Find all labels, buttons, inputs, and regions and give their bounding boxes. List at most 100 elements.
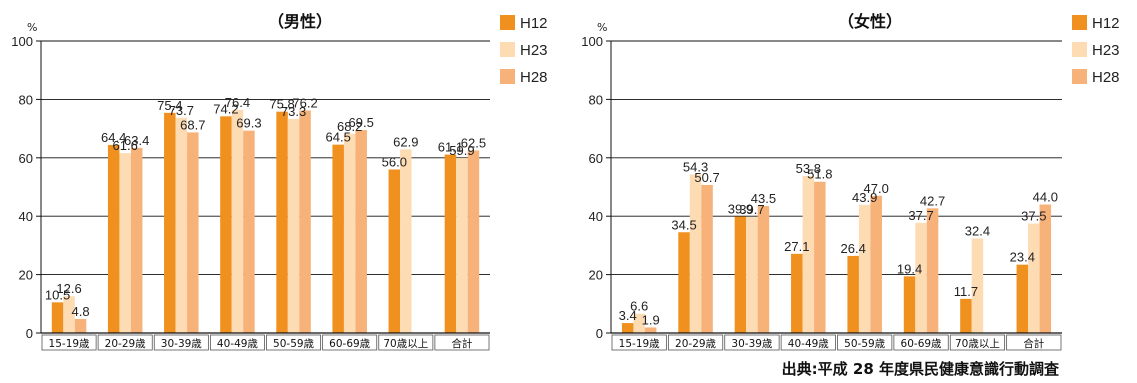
y-axis-unit-label: % [597,21,607,34]
bar-H28 [1039,204,1052,333]
data-label: 50.7 [694,170,719,185]
bar-H23 [1028,223,1040,333]
data-label: 54.3 [683,159,708,174]
bar-H12 [960,298,972,333]
category-box [434,334,490,351]
bar-H12 [444,154,457,333]
legend-label: H28 [520,69,548,86]
data-label: 61.6 [113,138,138,153]
data-label: 69.5 [349,115,374,130]
y-tick-label: 40 [589,209,603,224]
legend-label: H12 [520,15,548,32]
bar-H28 [299,110,311,333]
data-label: 62.5 [461,136,486,151]
x-tick-label: 50-59歳 [844,338,886,350]
bar-H12 [107,144,120,333]
x-tick-label: 40-49歳 [788,338,830,350]
y-tick-label: 80 [589,92,603,107]
x-tick-label: 30-39歳 [731,338,773,350]
y-tick-label: 20 [19,268,33,283]
source-note: 出典:平成 28 年度県民健康意識行動調査 [781,360,1059,378]
x-tick-label: 50-59歳 [273,338,315,350]
data-label: 75.4 [157,98,182,113]
bar-H23 [915,222,927,333]
bar-H28 [644,327,657,333]
data-label: 64.4 [101,130,126,145]
data-label: 34.5 [671,217,696,232]
bar-H23 [119,153,131,333]
data-label: 23.4 [1010,250,1035,265]
data-label: 69.3 [236,116,261,131]
bar-H23 [456,158,468,333]
data-label: 4.8 [72,304,90,319]
data-label: 3.4 [619,308,637,323]
category-box [97,334,153,351]
data-label: 1.9 [642,312,660,327]
bar-H12 [388,169,401,333]
y-axis-unit-label: % [27,21,37,34]
data-label: 44.0 [1033,190,1058,205]
bar-H23 [971,238,984,333]
bar-H12 [678,232,690,333]
bar-H12 [621,323,634,333]
bar-H23 [802,175,815,333]
legend-label: H23 [520,42,548,59]
category-box [41,334,97,351]
bar-H28 [130,147,143,333]
data-label: 42.7 [920,193,945,208]
data-label: 32.4 [965,223,990,238]
data-label: 61.1 [438,140,463,155]
bar-H12 [734,216,747,333]
data-label: 73.3 [281,104,306,119]
x-tick-label: 70歳以上 [955,338,1000,350]
x-tick-label: 合計 [451,337,472,350]
data-label: 64.5 [326,130,351,145]
category-box [949,334,1006,351]
bar-H23 [400,149,412,333]
bar-H23 [689,174,702,333]
x-tick-label: 60-69歳 [901,338,943,350]
chart-title: （男性） [268,12,332,31]
data-label: 51.8 [807,167,832,182]
bar-H28 [243,130,255,333]
x-tick-label: 合計 [1023,337,1045,350]
bar-H28 [467,150,480,333]
category-box [209,334,265,351]
bar-H12 [791,253,803,333]
bar-H28 [355,130,367,333]
bar-H23 [63,296,75,333]
data-label: 59.9 [449,143,474,158]
bar-H28 [757,205,770,333]
y-tick-label: 60 [19,151,33,166]
bar-H28 [701,184,713,333]
data-label: 27.1 [784,239,809,254]
bar-H12 [164,112,176,333]
data-label: 43.9 [852,190,877,205]
bar-H28 [74,318,87,333]
data-label: 76.4 [225,95,250,110]
bar-H28 [814,181,826,333]
data-label: 76.2 [292,95,317,110]
data-label: 19.4 [897,261,922,276]
data-label: 26.4 [841,241,866,256]
bar-H28 [870,195,882,333]
category-box [1006,334,1062,351]
bar-H23 [175,117,188,334]
data-label: 10.5 [45,287,70,302]
data-label: 39.7 [739,202,764,217]
y-tick-label: 0 [26,326,33,341]
data-label: 37.5 [1021,209,1046,224]
x-tick-label: 70歳以上 [383,338,428,350]
legend-swatch-H28 [500,69,515,84]
data-label: 6.6 [630,299,648,314]
x-tick-label: 40-49歳 [217,338,259,350]
category-box [611,334,667,351]
data-label: 37.7 [908,208,933,223]
y-tick-label: 100 [581,34,603,49]
bar-H23 [343,133,356,333]
y-tick-label: 60 [589,151,603,166]
legend-swatch-H12 [500,15,515,30]
x-tick-label: 20-29歳 [105,338,147,350]
bar-H12 [51,302,64,333]
data-label: 11.7 [954,284,978,299]
